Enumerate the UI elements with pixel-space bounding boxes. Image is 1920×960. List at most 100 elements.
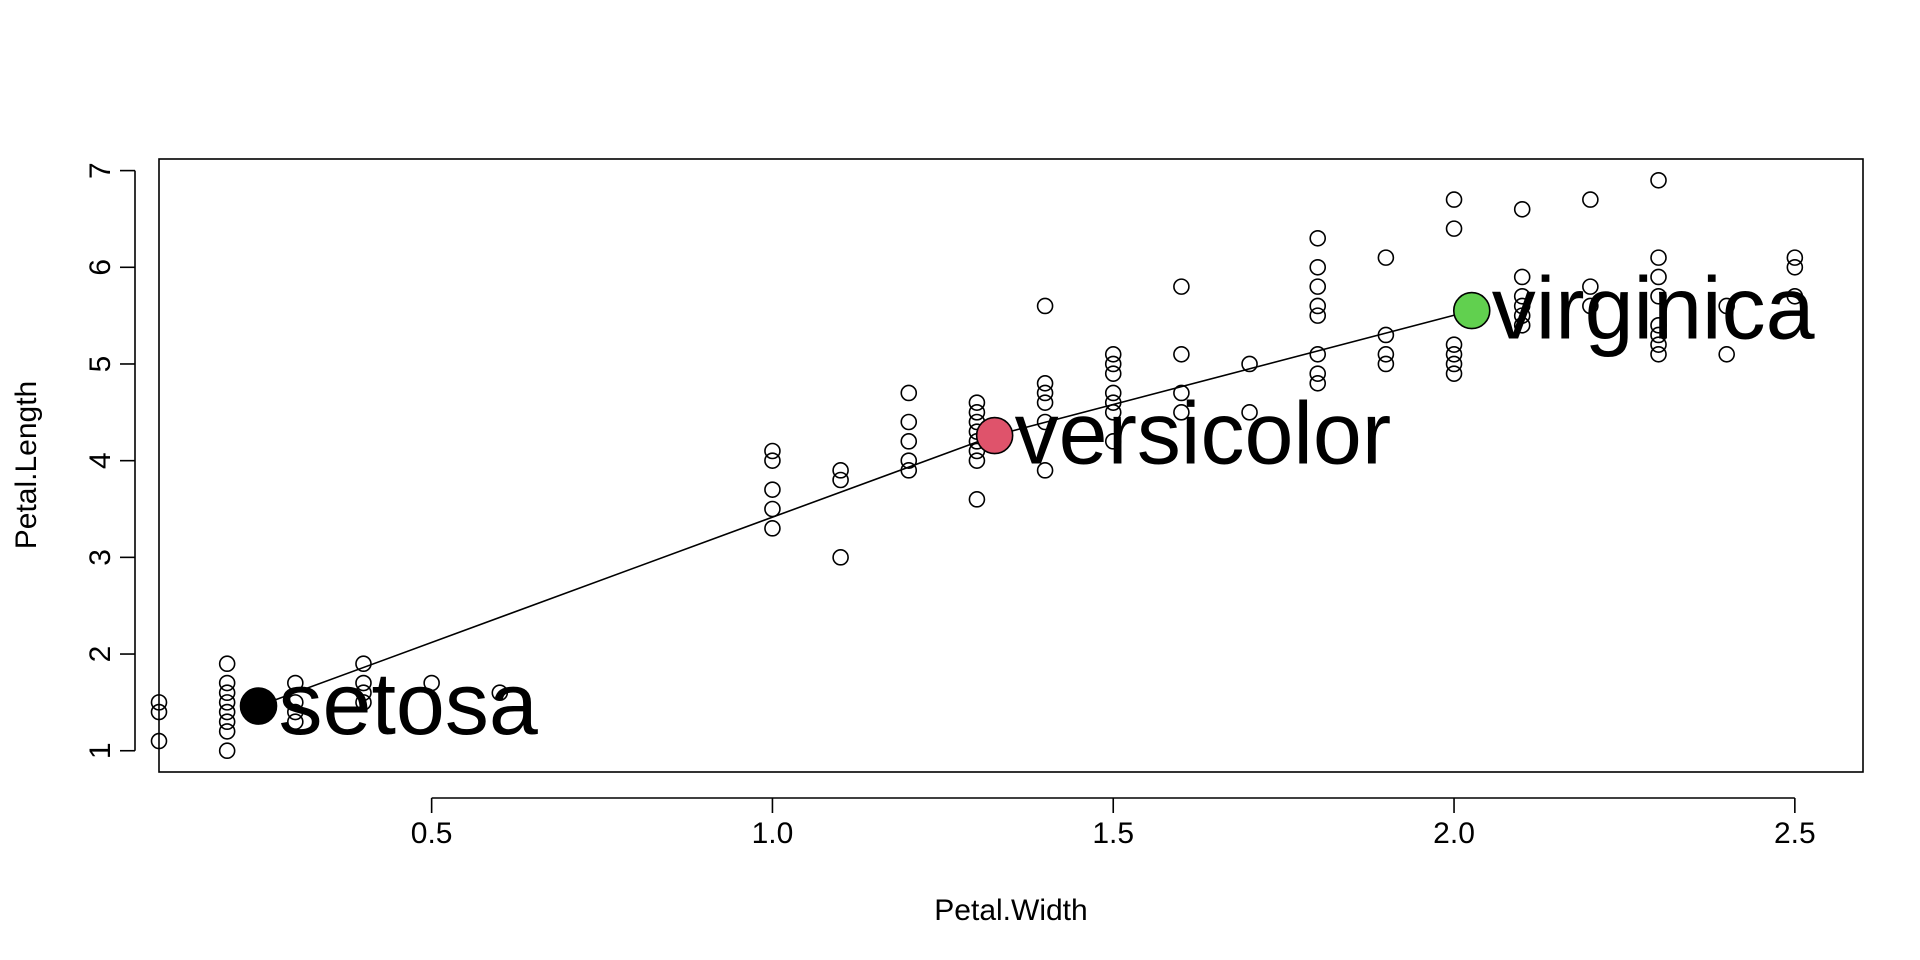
data-point	[968, 394, 986, 411]
x-tick-label: 2.0	[1433, 817, 1475, 850]
data-point	[832, 462, 849, 479]
data-point	[1650, 268, 1667, 286]
data-point	[1173, 278, 1190, 295]
data-point	[1582, 297, 1599, 315]
data-point	[218, 713, 236, 731]
data-point	[1036, 375, 1054, 392]
y-tick-label: 7	[84, 162, 117, 179]
data-point	[355, 655, 372, 673]
data-point	[1445, 191, 1463, 208]
y-tick-label: 3	[84, 549, 117, 566]
data-point	[764, 452, 781, 469]
data-point	[423, 674, 440, 692]
data-point	[150, 703, 168, 721]
data-point	[1309, 278, 1327, 295]
data-point	[1650, 287, 1667, 305]
centroid-label-virginica: virginica	[1492, 259, 1815, 358]
data-point	[1104, 355, 1122, 373]
data-point	[1650, 249, 1667, 266]
x-tick-label: 1.5	[1092, 817, 1134, 850]
data-point	[764, 520, 781, 537]
data-point	[1650, 346, 1667, 363]
data-point	[900, 413, 918, 431]
data-point	[1513, 287, 1531, 305]
data-point	[287, 674, 304, 692]
data-point	[1173, 384, 1190, 402]
data-point	[1513, 297, 1531, 315]
data-point	[150, 694, 168, 711]
data-point	[764, 481, 781, 498]
y-tick-label: 6	[84, 259, 117, 276]
data-point	[355, 684, 372, 702]
data-point	[764, 500, 781, 518]
y-tick-label: 1	[84, 742, 117, 759]
data-point	[1377, 355, 1395, 373]
data-point	[764, 442, 781, 460]
data-point	[1445, 365, 1463, 382]
data-point	[1377, 346, 1395, 363]
data-point	[218, 723, 236, 740]
data-point	[1036, 384, 1054, 402]
data-point	[1104, 384, 1122, 402]
data-point	[968, 452, 986, 469]
x-axis: 0.5 1.0 1.5 2.0 2.5	[411, 797, 1816, 850]
data-point	[832, 549, 849, 566]
data-point	[1650, 171, 1667, 189]
data-point	[1309, 346, 1327, 363]
data-point	[1718, 346, 1735, 363]
data-point	[1445, 355, 1463, 373]
data-point	[1241, 404, 1258, 421]
y-tick-label: 2	[84, 646, 117, 663]
data-point	[832, 471, 849, 489]
data-point	[1513, 307, 1531, 324]
x-axis-label: Petal.Width	[934, 894, 1087, 927]
data-point	[1036, 462, 1054, 479]
data-point	[900, 433, 918, 450]
centroid-marker-virginica	[1452, 291, 1491, 330]
data-point	[1377, 249, 1395, 266]
data-point	[1104, 346, 1122, 363]
data-point	[1104, 365, 1122, 382]
data-point	[1309, 229, 1327, 247]
y-tick-label: 5	[84, 356, 117, 373]
y-axis-label: Petal.Length	[10, 381, 43, 549]
data-point	[1445, 220, 1463, 237]
data-point	[1445, 336, 1463, 353]
data-point	[1650, 317, 1667, 334]
data-point	[1786, 249, 1804, 266]
centroid-layer: setosa versicolor virginica	[239, 259, 1815, 753]
data-point	[1786, 287, 1804, 305]
data-point	[1582, 191, 1599, 208]
centroid-label-versicolor: versicolor	[1015, 384, 1392, 483]
data-point	[1241, 355, 1258, 373]
centroid-marker-versicolor	[975, 416, 1014, 455]
data-point	[968, 404, 986, 421]
data-point	[218, 703, 236, 721]
centroid-line	[258, 309, 1472, 707]
plot-frame	[158, 158, 1864, 773]
data-point	[150, 732, 168, 750]
data-point	[1786, 258, 1804, 276]
data-point	[1309, 297, 1327, 315]
data-point	[1036, 297, 1054, 315]
data-points	[150, 171, 1804, 760]
data-point	[218, 694, 236, 711]
data-point	[1513, 268, 1531, 286]
data-point	[1309, 375, 1327, 392]
data-point	[1513, 317, 1531, 334]
data-point	[218, 674, 236, 692]
data-point	[900, 384, 918, 402]
data-point	[1104, 433, 1122, 450]
data-point	[355, 674, 372, 692]
y-axis: 1 2 3 4 5 6 7	[84, 162, 136, 759]
y-tick-label: 4	[84, 452, 117, 469]
data-point	[900, 452, 918, 469]
data-point	[1036, 394, 1054, 411]
data-point	[1582, 278, 1599, 295]
data-point	[218, 684, 236, 702]
data-point	[218, 655, 236, 673]
x-tick-label: 1.0	[752, 817, 794, 850]
data-point	[287, 713, 304, 731]
x-tick-label: 0.5	[411, 817, 453, 850]
